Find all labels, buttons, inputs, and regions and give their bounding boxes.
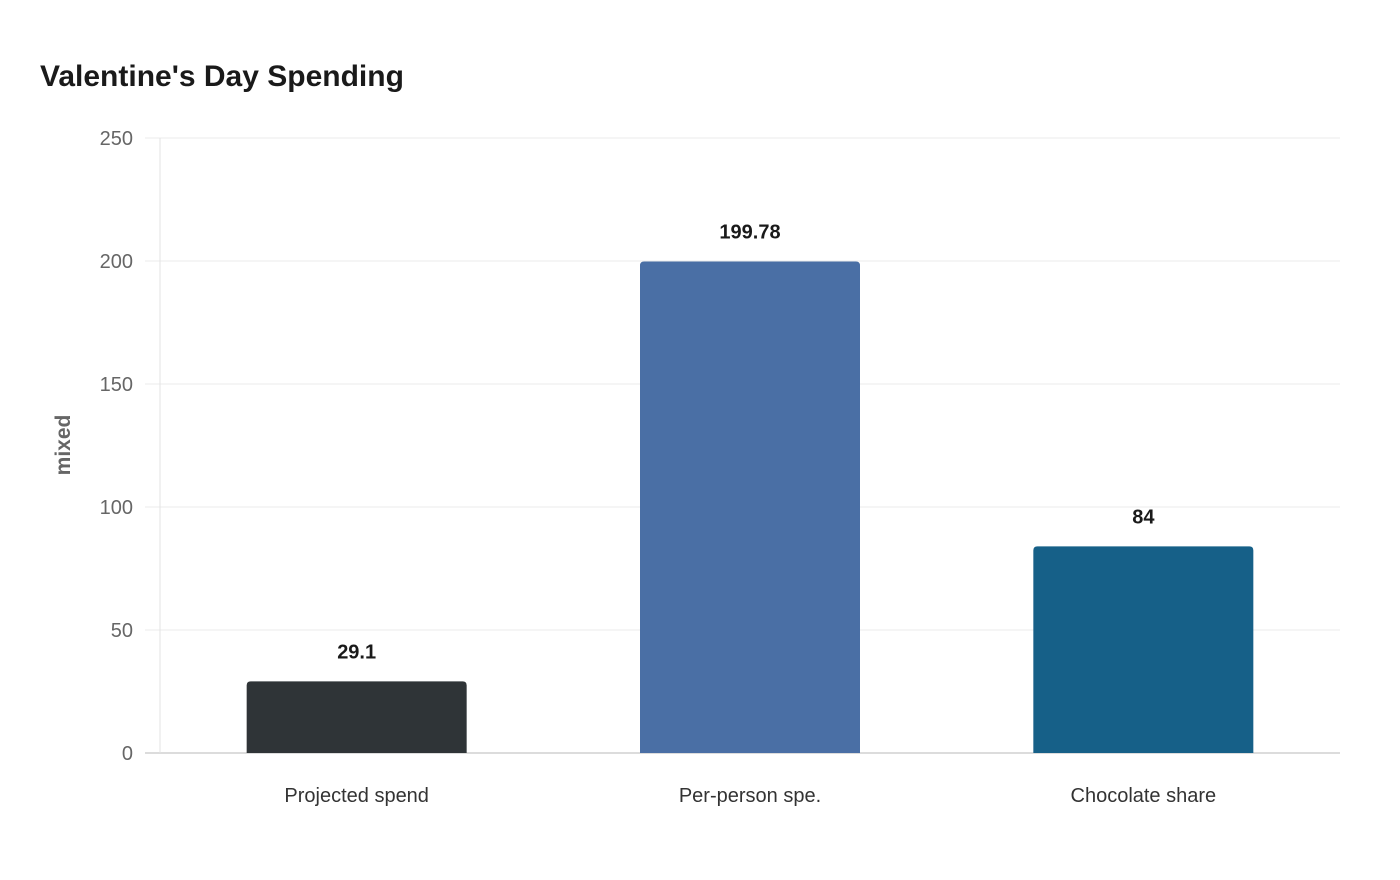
- y-tick-label: 150: [100, 374, 133, 396]
- y-tick-label: 50: [111, 620, 133, 642]
- chart-title: Valentine's Day Spending: [40, 60, 404, 93]
- bar: [246, 681, 467, 753]
- x-tick-label: Chocolate share: [1071, 785, 1217, 807]
- y-tick-label: 0: [122, 743, 133, 765]
- y-tick-label: 100: [100, 497, 133, 519]
- x-tick-label: Per-person spe.: [679, 785, 821, 807]
- bar: [1033, 546, 1254, 753]
- x-tick-label: Projected spend: [284, 785, 429, 807]
- y-tick-label: 200: [100, 251, 133, 273]
- y-axis-label: mixed: [52, 415, 75, 476]
- y-tick-label: 250: [100, 128, 133, 150]
- data-label: 84: [1132, 506, 1155, 528]
- data-label: 199.78: [719, 222, 780, 244]
- data-label: 29.1: [337, 641, 376, 663]
- bar: [640, 261, 860, 753]
